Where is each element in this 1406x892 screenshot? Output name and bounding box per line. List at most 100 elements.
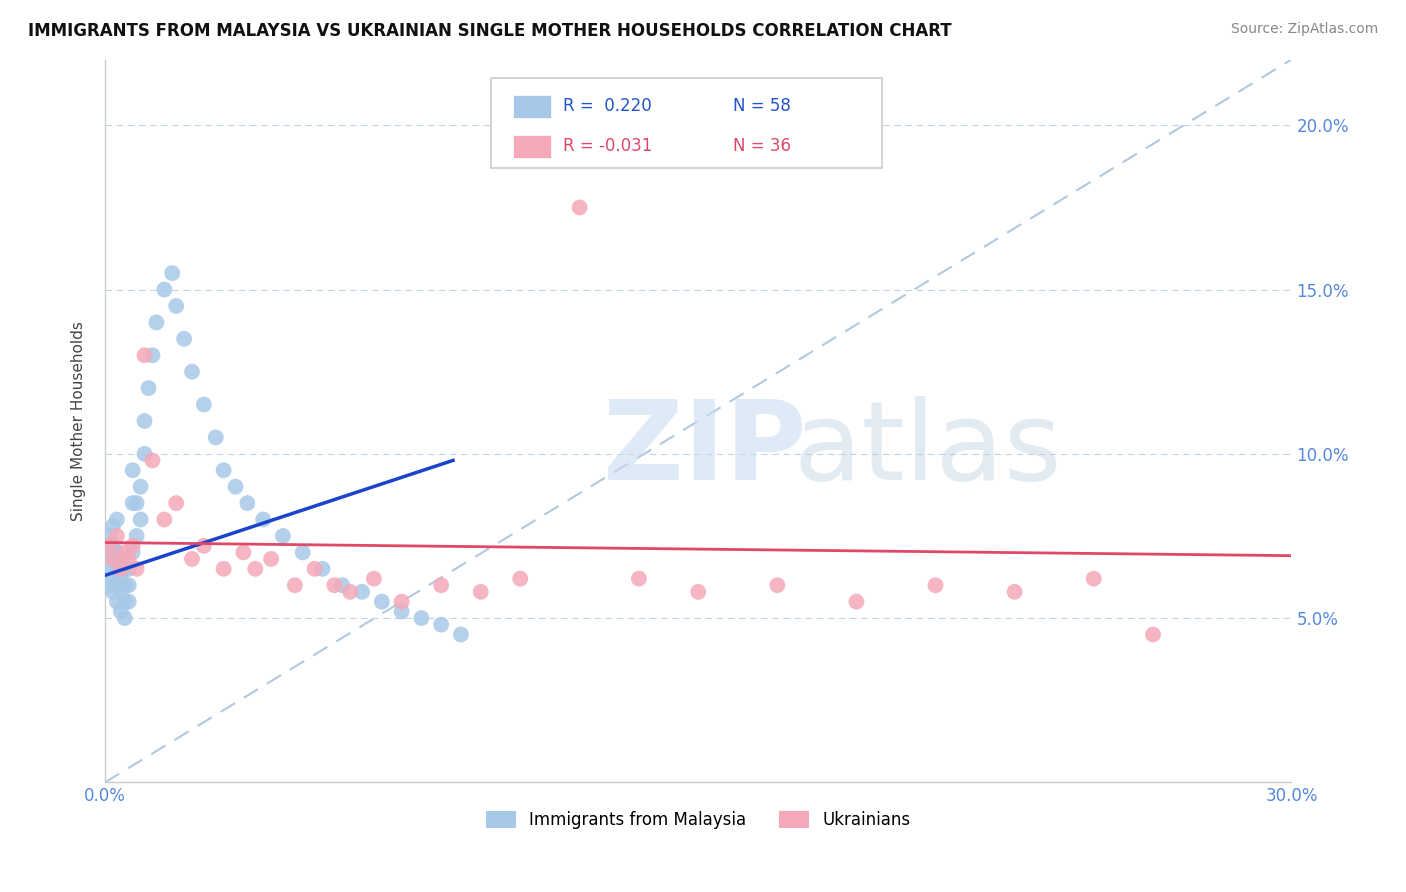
FancyBboxPatch shape bbox=[513, 135, 551, 158]
Point bbox=[125, 496, 148, 510]
Point bbox=[105, 529, 128, 543]
Text: R = -0.031: R = -0.031 bbox=[562, 137, 652, 155]
Point bbox=[101, 539, 124, 553]
Point bbox=[97, 562, 120, 576]
Point bbox=[291, 545, 314, 559]
FancyBboxPatch shape bbox=[513, 95, 551, 118]
Point bbox=[105, 595, 128, 609]
Text: atlas: atlas bbox=[793, 396, 1062, 503]
Point bbox=[509, 572, 531, 586]
Point bbox=[97, 539, 120, 553]
Point bbox=[121, 545, 143, 559]
Point bbox=[924, 578, 946, 592]
Point bbox=[627, 572, 650, 586]
Point bbox=[114, 611, 136, 625]
Point bbox=[470, 584, 492, 599]
Point bbox=[430, 578, 453, 592]
Point bbox=[101, 552, 124, 566]
Point bbox=[153, 283, 176, 297]
Point bbox=[688, 584, 710, 599]
Text: IMMIGRANTS FROM MALAYSIA VS UKRAINIAN SINGLE MOTHER HOUSEHOLDS CORRELATION CHART: IMMIGRANTS FROM MALAYSIA VS UKRAINIAN SI… bbox=[28, 22, 952, 40]
Point bbox=[110, 562, 132, 576]
Point bbox=[153, 512, 176, 526]
Point bbox=[260, 552, 283, 566]
Point bbox=[134, 447, 156, 461]
Point bbox=[323, 578, 346, 592]
FancyBboxPatch shape bbox=[491, 78, 882, 168]
Point bbox=[391, 595, 413, 609]
Point bbox=[134, 414, 156, 428]
Point bbox=[304, 562, 326, 576]
Point bbox=[110, 568, 132, 582]
Point bbox=[236, 496, 259, 510]
Point bbox=[245, 562, 267, 576]
Point bbox=[391, 605, 413, 619]
Point bbox=[121, 539, 143, 553]
Point bbox=[114, 562, 136, 576]
Point bbox=[97, 529, 120, 543]
Point bbox=[311, 562, 333, 576]
Point bbox=[110, 552, 132, 566]
Point bbox=[145, 315, 167, 329]
Point bbox=[330, 578, 353, 592]
Point bbox=[114, 595, 136, 609]
Point bbox=[125, 562, 148, 576]
Point bbox=[1142, 627, 1164, 641]
Point bbox=[97, 578, 120, 592]
Point bbox=[129, 512, 152, 526]
Point bbox=[411, 611, 433, 625]
Point bbox=[125, 529, 148, 543]
Point bbox=[110, 584, 132, 599]
Point bbox=[193, 539, 215, 553]
Point bbox=[845, 595, 868, 609]
Point bbox=[105, 545, 128, 559]
Point bbox=[105, 562, 128, 576]
Point bbox=[118, 562, 141, 576]
Point bbox=[165, 299, 187, 313]
Point bbox=[114, 545, 136, 559]
Point bbox=[173, 332, 195, 346]
Legend: Immigrants from Malaysia, Ukrainians: Immigrants from Malaysia, Ukrainians bbox=[479, 804, 918, 836]
Point bbox=[212, 562, 235, 576]
Point bbox=[118, 578, 141, 592]
Point bbox=[114, 578, 136, 592]
Point bbox=[271, 529, 294, 543]
Point bbox=[101, 584, 124, 599]
Point bbox=[224, 480, 246, 494]
Point bbox=[118, 595, 141, 609]
Point bbox=[129, 480, 152, 494]
Y-axis label: Single Mother Households: Single Mother Households bbox=[72, 321, 86, 521]
Point bbox=[101, 552, 124, 566]
Point bbox=[766, 578, 789, 592]
Point bbox=[160, 266, 183, 280]
Point bbox=[204, 430, 226, 444]
Point bbox=[193, 398, 215, 412]
Text: ZIP: ZIP bbox=[603, 396, 807, 503]
Point bbox=[105, 512, 128, 526]
Point bbox=[97, 545, 120, 559]
Point bbox=[450, 627, 472, 641]
Point bbox=[212, 463, 235, 477]
Point bbox=[371, 595, 394, 609]
Point bbox=[1004, 584, 1026, 599]
Point bbox=[1083, 572, 1105, 586]
Point bbox=[339, 584, 361, 599]
Point bbox=[121, 496, 143, 510]
Point bbox=[181, 365, 204, 379]
Text: N = 58: N = 58 bbox=[733, 97, 790, 115]
Point bbox=[101, 572, 124, 586]
Point bbox=[138, 381, 160, 395]
Point bbox=[105, 578, 128, 592]
Text: N = 36: N = 36 bbox=[733, 137, 790, 155]
Point bbox=[252, 512, 274, 526]
Point bbox=[352, 584, 374, 599]
Point bbox=[141, 348, 163, 362]
Point bbox=[181, 552, 204, 566]
Point bbox=[284, 578, 307, 592]
Point bbox=[363, 572, 385, 586]
Point bbox=[118, 552, 141, 566]
Text: Source: ZipAtlas.com: Source: ZipAtlas.com bbox=[1230, 22, 1378, 37]
Point bbox=[121, 463, 143, 477]
Point bbox=[165, 496, 187, 510]
Point bbox=[141, 453, 163, 467]
